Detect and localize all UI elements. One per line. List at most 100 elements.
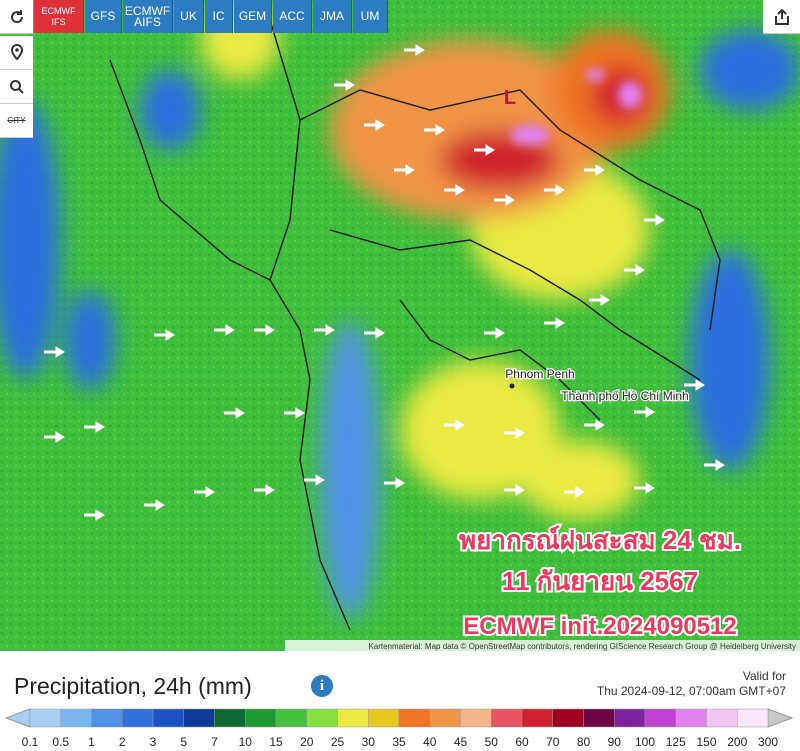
- overlay-text: 11 กันยายน 2567: [502, 566, 698, 596]
- wind-arrow-head: [595, 419, 605, 431]
- wind-arrow-head: [405, 164, 415, 176]
- wind-arrow-head: [695, 379, 705, 391]
- color-scale: 0.1 0.5 1 2 3 5 7 10 15 20 25 30 35 40 45 50 60 70 80 90 100…: [4, 708, 794, 749]
- low-label: L: [504, 87, 516, 109]
- scale-swatch: [644, 708, 676, 728]
- scale-swatch: [737, 708, 769, 728]
- model-button[interactable]: GEM: [234, 0, 272, 33]
- scale-label: 15: [269, 735, 283, 749]
- wind-arrow-head: [645, 406, 655, 418]
- wind-arrow-head: [345, 79, 355, 91]
- wind-arrow-head: [395, 477, 405, 489]
- scale-end-right: [767, 708, 794, 728]
- scale-label: 125: [666, 735, 686, 749]
- scale-label: 30: [362, 735, 376, 749]
- info-button[interactable]: i: [311, 675, 333, 697]
- wind-arrow-head: [600, 294, 610, 306]
- scale-label: 150: [696, 735, 716, 749]
- wind-arrow-head: [315, 474, 325, 486]
- wind-arrow-head: [515, 484, 525, 496]
- wind-arrow-head: [225, 324, 235, 336]
- scale-swatch: [521, 708, 553, 728]
- model-button[interactable]: JMA: [313, 0, 352, 33]
- city-button[interactable]: CITY: [0, 104, 33, 138]
- scale-swatch: [122, 708, 154, 728]
- wind-arrow-head: [95, 421, 105, 433]
- scale-swatch: [614, 708, 646, 728]
- wind-arrow-head: [455, 184, 465, 196]
- wind-arrow-head: [375, 327, 385, 339]
- scale-swatch: [152, 708, 184, 728]
- scale-label: 45: [454, 735, 468, 749]
- scale-swatch: [91, 708, 123, 728]
- wind-arrow-head: [635, 264, 645, 276]
- search-button[interactable]: [0, 70, 33, 104]
- model-button[interactable]: ECMWF AIFS: [123, 0, 173, 33]
- legend: Precipitation, 24h (mm) i Valid for Thu …: [0, 651, 800, 751]
- scale-swatch: [306, 708, 338, 728]
- valid-label: Valid for: [742, 669, 786, 683]
- wind-arrow-head: [715, 459, 725, 471]
- model-button[interactable]: ECMWF IFS: [34, 0, 84, 33]
- map: L Phnom Penh Thành phố Hồ Chí Minh พยากร…: [0, 0, 800, 651]
- wind-arrows: [44, 44, 725, 521]
- scale-label: 20: [300, 735, 314, 749]
- scale-swatch: [706, 708, 738, 728]
- wind-arrow-head: [205, 486, 215, 498]
- model-button[interactable]: IC: [205, 0, 233, 33]
- wind-arrow-head: [375, 119, 385, 131]
- scale-swatch: [183, 708, 215, 728]
- wind-arrow-head: [295, 407, 305, 419]
- scale-label: 200: [727, 735, 747, 749]
- scale-label: 50: [485, 735, 499, 749]
- city-label: Thành phố Hồ Chí Minh: [561, 389, 688, 403]
- scale-swatch: [675, 708, 707, 728]
- city-dot: [509, 383, 515, 389]
- scale-label: 3: [150, 735, 157, 749]
- city-label: Phnom Penh: [505, 367, 574, 381]
- scale-label: 70: [546, 735, 560, 749]
- model-button[interactable]: UK: [174, 0, 204, 33]
- wind-arrow-head: [515, 427, 525, 439]
- wind-arrow-head: [485, 144, 495, 156]
- scale-swatch: [245, 708, 277, 728]
- wind-arrow-head: [645, 482, 655, 494]
- scale-swatch: [429, 708, 461, 728]
- wind-arrow-head: [455, 419, 465, 431]
- wind-arrow-head: [55, 346, 65, 358]
- scale-end-left: [4, 708, 31, 728]
- wind-arrow-head: [155, 499, 165, 511]
- scale-label: 25: [331, 735, 345, 749]
- model-button[interactable]: ACC: [273, 0, 312, 33]
- wind-arrow-head: [325, 324, 335, 336]
- scale-label: 5: [180, 735, 187, 749]
- wind-arrow-head: [165, 329, 175, 341]
- attribution: Kartenmaterial: Map data © OpenStreetMap…: [368, 642, 796, 651]
- scale-swatch: [398, 708, 430, 728]
- model-button[interactable]: UM: [353, 0, 388, 33]
- scale-label: 60: [515, 735, 529, 749]
- scale-swatch: [337, 708, 369, 728]
- wind-arrow-head: [555, 317, 565, 329]
- model-button[interactable]: GFS: [85, 0, 122, 33]
- scale-swatch: [29, 708, 61, 728]
- refresh-button[interactable]: [0, 0, 33, 34]
- scale-label: 10: [239, 735, 253, 749]
- wind-arrow-head: [575, 486, 585, 498]
- wind-arrow-head: [505, 194, 515, 206]
- scale-label: 0.5: [52, 735, 69, 749]
- wind-arrow-head: [495, 327, 505, 339]
- scale-swatch: [275, 708, 307, 728]
- share-button[interactable]: [763, 0, 800, 34]
- wind-arrow-head: [55, 431, 65, 443]
- scale-label: 300: [758, 735, 778, 749]
- scale-label: 7: [211, 735, 218, 749]
- scale-label: 90: [608, 735, 622, 749]
- location-button[interactable]: [0, 36, 33, 70]
- scale-label: 35: [392, 735, 406, 749]
- wind-arrow-head: [435, 124, 445, 136]
- scale-label: 80: [577, 735, 591, 749]
- overlay-text: ECMWF init.2024090512: [463, 613, 736, 640]
- legend-title: Precipitation, 24h (mm): [14, 673, 252, 699]
